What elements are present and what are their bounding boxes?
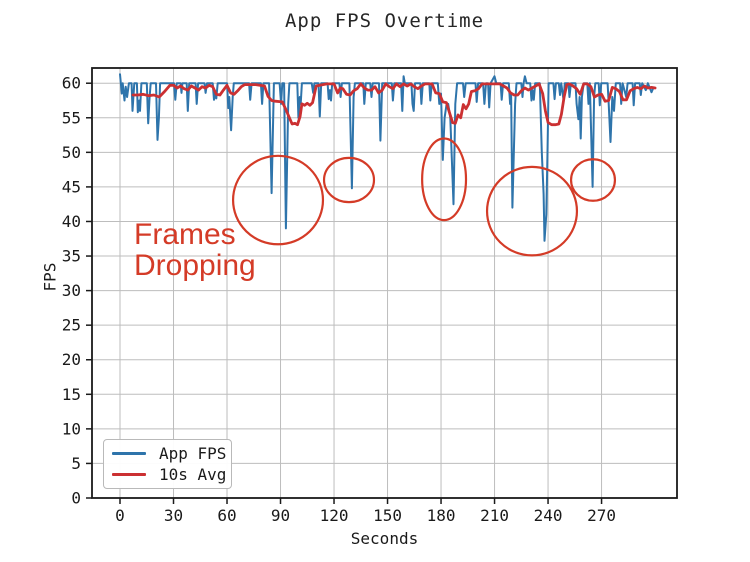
y-axis-label: FPS	[40, 262, 60, 292]
y-tick-label: 25	[62, 316, 81, 335]
legend-item: App FPS	[112, 444, 231, 463]
y-tick-label: 30	[62, 281, 81, 300]
y-tick-label: 45	[62, 177, 81, 196]
chart-title: App FPS Overtime	[284, 10, 485, 32]
x-tick-label: 0	[115, 506, 125, 525]
x-tick-label: 90	[271, 506, 290, 525]
x-tick-label: 240	[534, 506, 563, 525]
y-tick-label: 15	[62, 385, 81, 404]
x-axis-label: Seconds	[350, 529, 419, 548]
legend-label: 10s Avg	[159, 464, 227, 484]
legend-line-sample	[112, 452, 146, 456]
y-tick-label: 50	[62, 143, 81, 162]
y-tick-label: 40	[62, 212, 81, 231]
x-tick-label: 210	[480, 506, 509, 525]
frame-drop-circle	[569, 158, 617, 202]
frame-drop-circle	[231, 154, 325, 246]
x-tick-label: 60	[217, 506, 236, 525]
y-tick-label: 35	[62, 247, 81, 266]
x-tick-label: 180	[427, 506, 456, 525]
x-tick-label: 270	[587, 506, 616, 525]
legend-label: App FPS	[159, 444, 227, 464]
x-tick-label: 120	[320, 506, 349, 525]
legend-item: 10s Avg	[112, 465, 231, 484]
y-tick-label: 5	[71, 454, 81, 473]
annotation-line-2: Dropping	[134, 249, 256, 282]
y-tick-label: 60	[62, 74, 81, 93]
y-tick-label: 55	[62, 108, 81, 127]
legend-line-sample	[112, 472, 146, 476]
frame-drop-circle	[485, 165, 579, 257]
y-tick-label: 10	[62, 419, 81, 438]
y-tick-label: 0	[71, 489, 81, 508]
x-tick-label: 30	[164, 506, 183, 525]
series-10s-avg	[131, 82, 657, 127]
annotation-line-1: Frames	[134, 218, 236, 251]
frames-dropping-annotation: Frames Dropping	[134, 219, 256, 281]
legend: App FPS 10s Avg	[103, 439, 232, 489]
y-tick-label: 20	[62, 350, 81, 369]
axes-frame	[91, 67, 678, 499]
frame-drop-circle	[421, 137, 468, 222]
frame-drop-circle	[322, 156, 376, 204]
x-tick-label: 150	[373, 506, 402, 525]
